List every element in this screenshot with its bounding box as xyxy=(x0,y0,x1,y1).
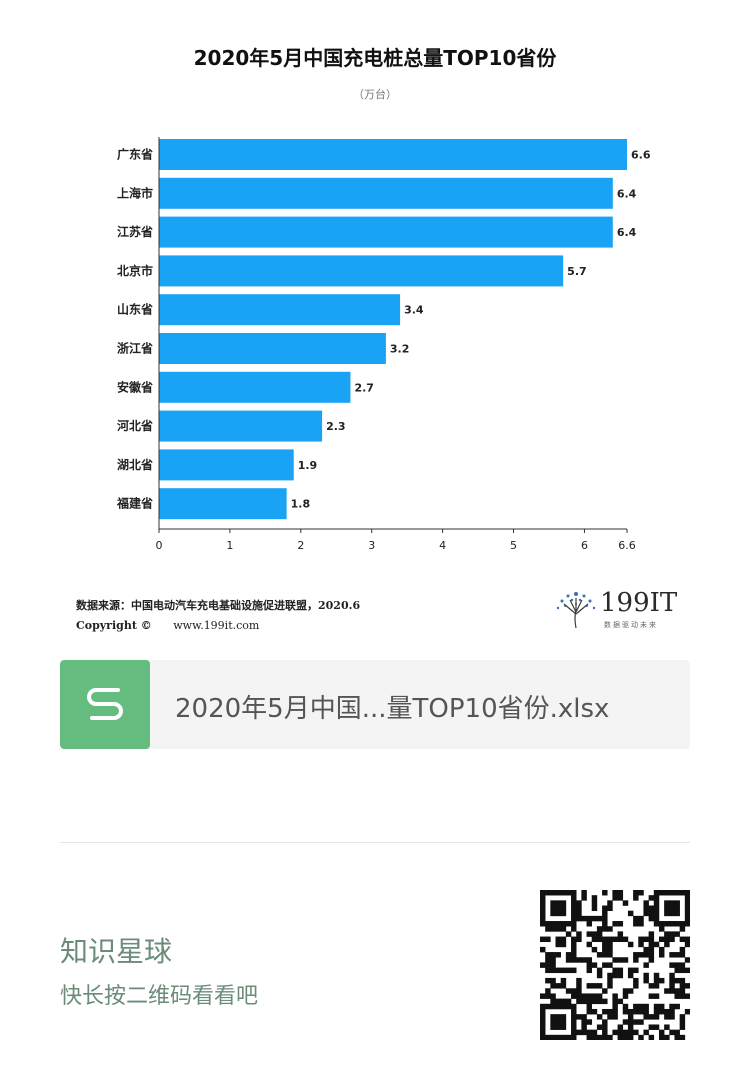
category-label-3: 江苏省 xyxy=(117,224,153,239)
value-label-3: 6.4 xyxy=(617,226,637,239)
bar-8 xyxy=(159,410,323,442)
value-label-7: 2.7 xyxy=(354,381,374,394)
bar-1 xyxy=(159,139,627,170)
category-label-5: 山东省 xyxy=(117,302,153,317)
category-label-10: 福建省 xyxy=(116,496,153,511)
attachment-card[interactable]: 2020年5月中国...量TOP10省份.xlsx xyxy=(60,660,690,749)
category-label-6: 浙江省 xyxy=(117,341,153,356)
value-label-4: 5.7 xyxy=(567,265,587,278)
bar-3 xyxy=(159,216,613,248)
bar-9 xyxy=(159,449,294,481)
x-tick-label-0: 0 xyxy=(156,539,163,552)
copyright-line: Copyright © www.199it.com xyxy=(76,616,360,636)
category-label-1: 广东省 xyxy=(117,147,153,162)
bar-4 xyxy=(159,255,564,287)
category-label-4: 北京市 xyxy=(117,263,153,278)
value-label-9: 1.9 xyxy=(298,459,318,472)
value-label-10: 1.8 xyxy=(291,498,311,511)
x-tick-label-2: 2 xyxy=(297,539,304,552)
knowledge-planet-hint: 快长按二维码看看吧 xyxy=(60,984,259,1009)
category-label-7: 安徽省 xyxy=(117,379,153,394)
spreadsheet-s-icon xyxy=(60,660,150,749)
value-label-8: 2.3 xyxy=(326,420,346,433)
category-label-8: 河北省 xyxy=(116,418,153,433)
chart-title: 2020年5月中国充电桩总量TOP10省份 xyxy=(193,46,557,70)
x-tick-label-4: 4 xyxy=(439,539,446,552)
divider xyxy=(60,842,690,843)
value-label-5: 3.4 xyxy=(404,304,424,317)
category-label-2: 上海市 xyxy=(117,185,153,200)
bar-10 xyxy=(159,488,287,520)
website-link[interactable]: www.199it.com xyxy=(173,619,260,632)
value-label-1: 6.6 xyxy=(631,149,651,162)
brand-slogan: 数据驱动未来 xyxy=(604,621,658,629)
category-label-9: 湖北省 xyxy=(117,457,153,472)
x-tick-label-6: 6 xyxy=(581,539,588,552)
chart-subtitle: （万台） xyxy=(353,88,397,101)
copyright-text: Copyright © xyxy=(76,619,152,632)
value-label-6: 3.2 xyxy=(390,343,410,356)
x-tick-label-5: 5 xyxy=(510,539,517,552)
x-tick-label-3: 3 xyxy=(368,539,375,552)
source-line: 数据来源：中国电动汽车充电基础设施促进联盟，2020.6 xyxy=(76,599,361,612)
value-label-2: 6.4 xyxy=(617,187,637,200)
bar-chart: 广东省 6.6 上海市 6.4 江苏省 6.4 北京市 5.7 山东省 3.4 浙江省 3.2 安徽省 2… xyxy=(116,137,651,552)
bar-6 xyxy=(159,333,386,364)
data-source: 数据来源：中国电动汽车充电基础设施促进联盟，2020.6 Copyright ©… xyxy=(76,596,360,636)
x-tick-label-1: 1 xyxy=(226,539,233,552)
attachment-filename: 2020年5月中国...量TOP10省份.xlsx xyxy=(175,694,610,724)
dandelion-icon xyxy=(556,592,596,629)
brand-logo: 199IT 数据驱动未来 xyxy=(554,588,694,632)
qr-code[interactable] xyxy=(540,890,690,1040)
bar-5 xyxy=(159,294,401,326)
brand-name: 199IT xyxy=(600,588,678,618)
bar-7 xyxy=(159,371,351,403)
knowledge-planet-title: 知识星球 xyxy=(60,935,173,968)
x-tick-label-7: 6.6 xyxy=(618,539,636,552)
bar-2 xyxy=(159,177,613,209)
